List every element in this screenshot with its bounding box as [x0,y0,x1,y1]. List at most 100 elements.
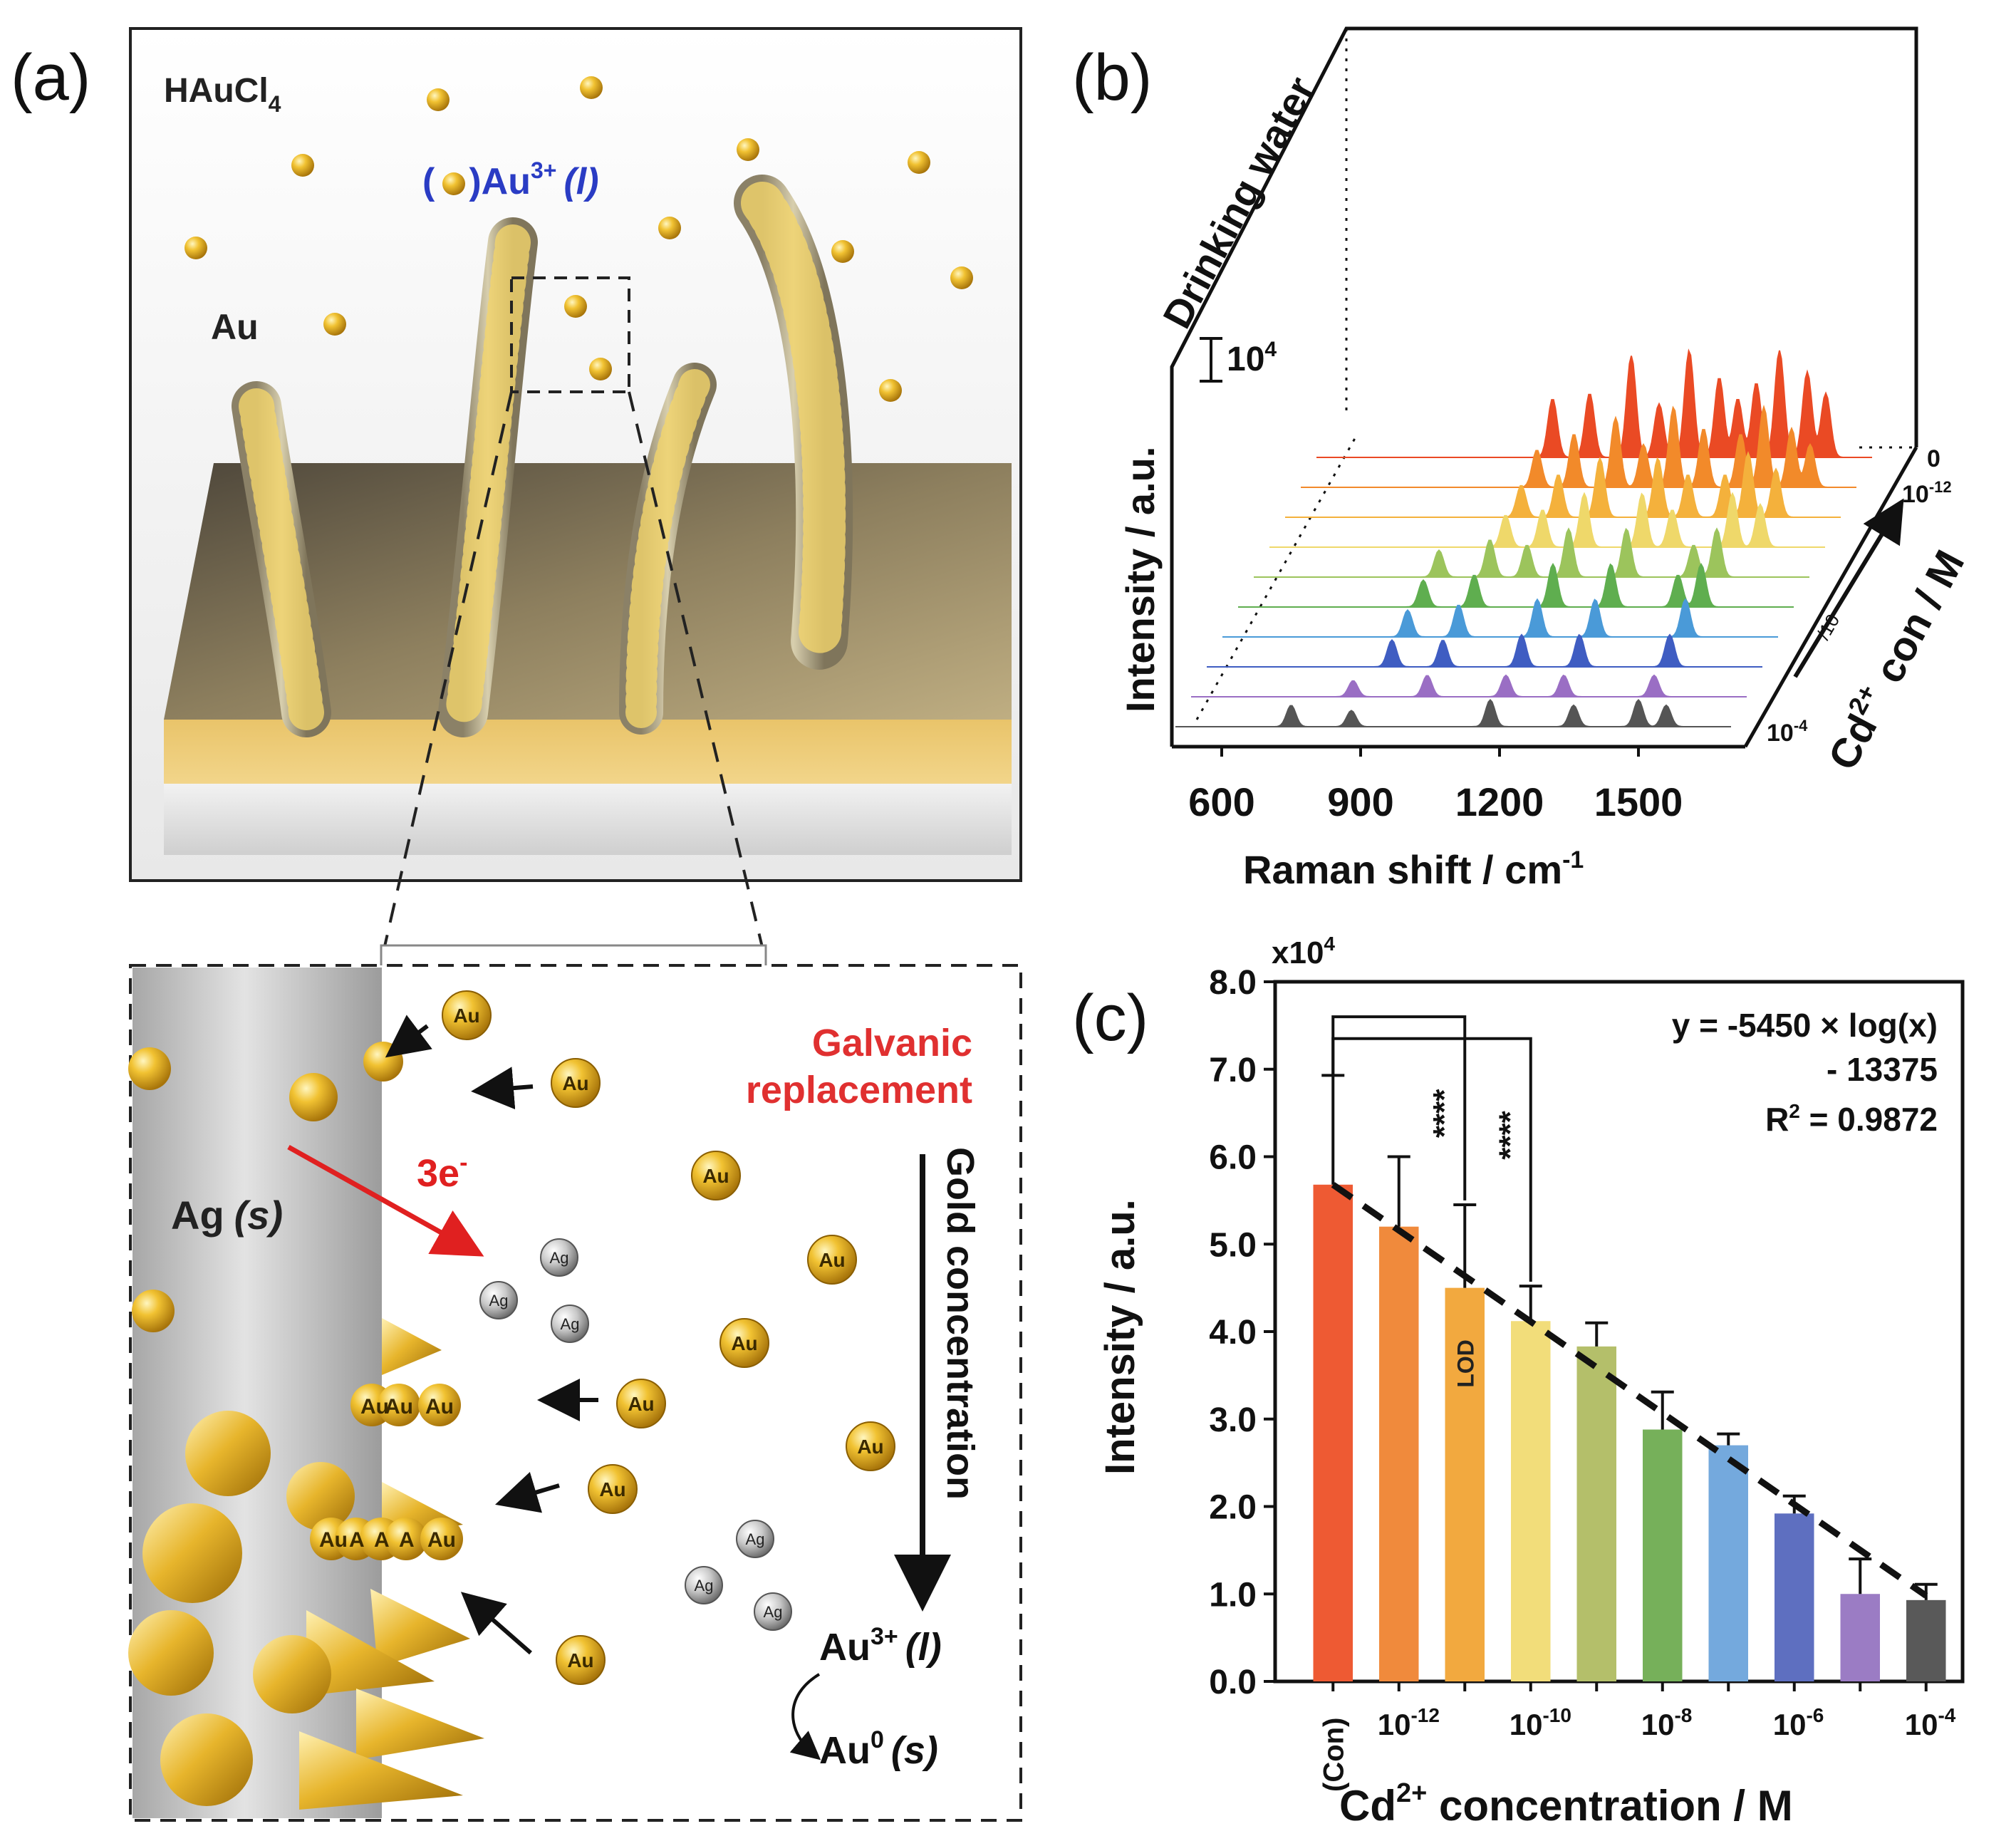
raman-spectrum [1254,527,1809,578]
adsorbed-au [128,1047,171,1090]
chart-bar [1840,1594,1880,1681]
cluster-au-ball [418,1384,461,1426]
migration-arrow [385,1015,432,1058]
cluster-au-text: A [374,1528,390,1552]
panel-a-label: (a) [11,41,90,114]
au3-state-label: Au3+ (l) [819,1623,942,1669]
migration-arrow [460,1592,532,1655]
chart-x-label: Cd2+ concentration / M [1339,1778,1793,1830]
chart-bar [1775,1513,1814,1681]
ag-particle-text: Ag [489,1292,509,1310]
au-particle [323,313,346,336]
adsorbed-au [363,1042,403,1082]
ag-particle: Ag [540,1238,578,1277]
electrons-label: 3e- [417,1149,467,1195]
adsorbed-au [132,1290,175,1332]
ag-particle: Ag [754,1592,792,1631]
gold-spikes [128,1042,484,1810]
spike-base [128,1610,214,1696]
au-particle [658,217,681,239]
au3-ion-label: ()Au3+ (l) [422,157,599,202]
chart-y-tick-label: 3.0 [1209,1401,1257,1439]
z-top-label: 0 [1927,445,1940,472]
galvanic-line-2: replacement [746,1069,972,1111]
panel-a-bottom: Au Au Au Au A A A Au AuAuAuAuAuAuAuAuAu … [128,964,1022,1822]
z-second-label: 10-12 [1902,478,1952,508]
matrix-label: Drinking water [1154,70,1324,336]
au-particle [879,379,902,402]
au-particle [737,138,759,161]
au-particle [427,88,450,111]
au-particle-text: Au [562,1072,588,1094]
significance-label: **** [1427,1089,1462,1138]
au-particle: Au [616,1379,666,1428]
ag-particle-text: Ag [561,1315,580,1333]
substrate-gold-layer [164,720,1012,784]
substrate-base-layer [164,784,1012,855]
au-particle: Au [551,1058,601,1108]
fit-equation-line-2: - 13375 [1827,1051,1938,1088]
chart-bar [1313,1184,1353,1681]
raman-spectrum [1269,492,1825,548]
chart-y-tick-label: 5.0 [1209,1226,1257,1264]
cluster-au-text: A [349,1528,365,1552]
chart-multiplier: x104 [1272,933,1335,970]
waterfall-x-tick-label: 900 [1327,779,1393,824]
z-axis-arrow [1793,498,1904,678]
chart-y-tick-label: 1.0 [1209,1576,1257,1614]
ag-particle-text: Ag [746,1530,765,1548]
au-particle-text: Au [599,1478,625,1500]
au-particle-text: Au [567,1649,593,1671]
lod-label: LOD [1453,1339,1478,1388]
ag-particle-text: Ag [550,1249,569,1267]
free-ag-particles: Ag Ag Ag Ag Ag Ag [479,1238,792,1631]
ag-particle-text: Ag [764,1603,783,1621]
cluster-au-text: A [399,1528,415,1552]
chart-x-tick-label: 10-12 [1378,1704,1440,1741]
fit-equation-line-1: y = -5450 × log(x) [1672,1007,1938,1044]
spike-base [185,1411,271,1496]
waterfall-x-tick-label: 600 [1188,779,1254,824]
ag-particle: Ag [736,1520,774,1558]
chart-y-tick-label: 8.0 [1209,964,1257,1002]
raman-spectrum [1316,348,1872,458]
spike-base [253,1635,331,1713]
nanowire-3-particles [625,369,710,728]
panel-a-top: HAuCl4 ()Au3+ (l) Au [129,27,1022,882]
chart-y-tick-label: 0.0 [1209,1664,1257,1701]
chart-y-ticks: 0.0 1.0 2.0 3.0 4.0 5.0 6.0 7.0 8.0 [1209,964,1275,1701]
spike [356,1689,484,1760]
spike-base [142,1503,242,1603]
cluster-au-text: Au [385,1395,413,1419]
chart-bars: LOD [1313,1184,1946,1681]
au-particle [564,295,587,318]
chart-bar [1708,1445,1748,1681]
migration-arrow [471,1067,534,1110]
au-particle: Au [588,1464,638,1514]
au-particle [185,237,207,259]
au-cluster-2: Au A A A Au [310,1518,463,1560]
panel-b: 104 Drinking water Intensity / a.u. 600 9… [1118,26,1974,892]
chart-y-label: Intensity / a.u. [1097,1199,1143,1475]
waterfall-z-axis [1743,446,1918,748]
cluster-au-ball [378,1384,420,1426]
waterfall-y-label: Intensity / a.u. [1118,447,1163,712]
z-axis-label: Cd2+con / M [1817,541,1974,777]
fit-line [1331,1182,1928,1599]
chart-y-tick-label: 4.0 [1209,1314,1257,1352]
au-particle-text: Au [702,1165,729,1187]
raman-spectrum [1301,405,1856,489]
au-particle [950,266,973,289]
panel-b-label: (b) [1072,41,1152,114]
ag-particle-text: Ag [695,1577,714,1594]
au-particle: Au [691,1151,741,1200]
chart-bar [1379,1226,1419,1681]
au-particle [908,151,930,174]
raman-spectrum [1285,451,1841,519]
au-particle-text: Au [819,1249,845,1271]
nanowire-1-particles [239,388,324,730]
ag-particle: Ag [685,1566,723,1604]
raman-spectrum [1191,674,1747,697]
cluster-au-text: Au [425,1395,454,1419]
